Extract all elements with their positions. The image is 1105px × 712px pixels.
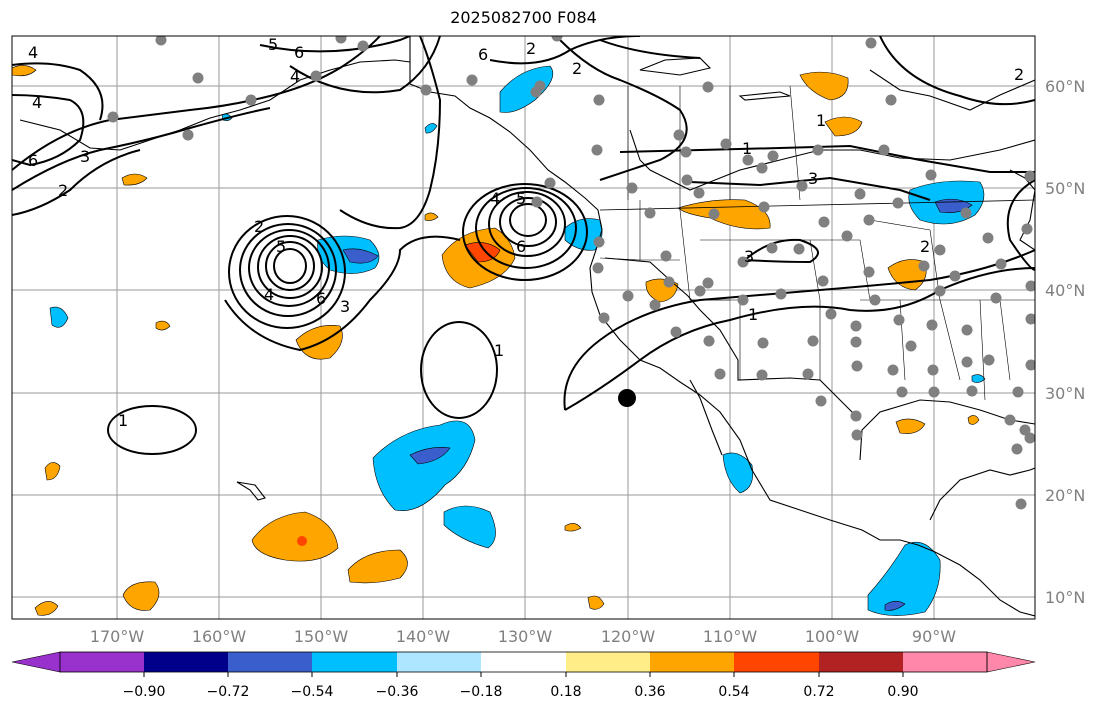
- contour-label: 6: [316, 289, 326, 308]
- contour-label: 6: [478, 45, 488, 64]
- contour-label-group: 4 4 6 5 6 4 2 2 6 5 3 2 3 4 6 5 4 6 2 1 …: [28, 35, 1024, 430]
- contour-label: 3: [744, 247, 754, 266]
- colorbar-label: 0.90: [887, 684, 919, 700]
- lat-tick-label: 10°N: [1045, 588, 1086, 607]
- contour-label: 4: [28, 43, 38, 62]
- lon-tick-label: 130°W: [497, 627, 553, 646]
- contour-label: 1: [816, 111, 826, 130]
- contour-label: 2: [572, 59, 582, 78]
- storm-center-marker: [618, 389, 636, 407]
- colorbar-extend-low: [11, 651, 61, 673]
- colorbar-label: −0.36: [375, 684, 419, 700]
- contour-label: 1: [494, 341, 504, 360]
- map-background: [12, 36, 1035, 619]
- lon-tick-label: 100°W: [804, 627, 860, 646]
- gridlines: [12, 36, 1035, 619]
- contour-label: 4: [290, 67, 300, 86]
- contour-label: 1: [748, 305, 758, 324]
- colorbar-label: 0.18: [550, 684, 582, 700]
- lon-tick-label: 120°W: [600, 627, 656, 646]
- contour-label: 2: [526, 39, 536, 58]
- contour-label: 2: [254, 217, 264, 236]
- lat-tick-label: 30°N: [1045, 384, 1086, 403]
- contour-lines: [12, 36, 1035, 455]
- station-markers: [107, 36, 1035, 510]
- colorbar-label: 0.54: [718, 684, 750, 700]
- colorbar-segment: [60, 652, 144, 672]
- contour-label: 1: [742, 139, 752, 158]
- contour-label: 6: [28, 151, 38, 170]
- colorbar-segment: [397, 652, 481, 672]
- contour-label: 4: [32, 93, 42, 112]
- colorbar-label: −0.54: [290, 684, 334, 700]
- contour-label: 3: [340, 297, 350, 316]
- lat-tick-label: 20°N: [1045, 486, 1086, 505]
- lon-tick-label: 160°W: [191, 627, 247, 646]
- colorbar-segment: [144, 652, 228, 672]
- colorbar-segment: [228, 652, 312, 672]
- colorbar-label: 0.36: [634, 684, 666, 700]
- anomaly-shading: [12, 65, 986, 616]
- colorbar-label: −0.90: [122, 684, 166, 700]
- contour-label: 2: [58, 181, 68, 200]
- colorbar-segment: [481, 652, 566, 672]
- contour-label: 3: [808, 169, 818, 188]
- contour-label: 3: [80, 147, 90, 166]
- lon-tick-label: 170°W: [89, 627, 145, 646]
- contour-label: 4: [490, 189, 500, 208]
- chart-title: 2025082700 F084: [450, 8, 597, 27]
- lat-tick-label: 50°N: [1045, 179, 1086, 198]
- contour-label: 6: [294, 43, 304, 62]
- colorbar: [11, 651, 1036, 677]
- colorbar-label: 0.72: [803, 684, 835, 700]
- map-frame: [11, 35, 1036, 620]
- colorbar-segment: [566, 652, 650, 672]
- colorbar-extend-high: [986, 651, 1036, 673]
- contour-label: 6: [516, 237, 526, 256]
- colorbar-segment: [819, 652, 903, 672]
- colorbar-segment: [734, 652, 819, 672]
- contour-label: 2: [1014, 65, 1024, 84]
- lat-tick-label: 60°N: [1045, 77, 1086, 96]
- contour-label: 1: [118, 411, 128, 430]
- colorbar-label: −0.18: [459, 684, 503, 700]
- colorbar-segment: [650, 652, 734, 672]
- contour-label: 5: [516, 189, 526, 208]
- contour-label: 2: [920, 237, 930, 256]
- lon-tick-label: 150°W: [293, 627, 349, 646]
- colorbar-label: −0.72: [206, 684, 250, 700]
- contour-label: 5: [268, 35, 278, 54]
- contour-label: 5: [276, 237, 286, 256]
- colorbar-segment: [903, 652, 987, 672]
- lon-tick-label: 110°W: [702, 627, 758, 646]
- lon-tick-label: 90°W: [911, 627, 957, 646]
- lon-tick-label: 140°W: [395, 627, 451, 646]
- colorbar-segment: [312, 652, 397, 672]
- contour-label: 4: [264, 285, 274, 304]
- lat-tick-label: 40°N: [1045, 281, 1086, 300]
